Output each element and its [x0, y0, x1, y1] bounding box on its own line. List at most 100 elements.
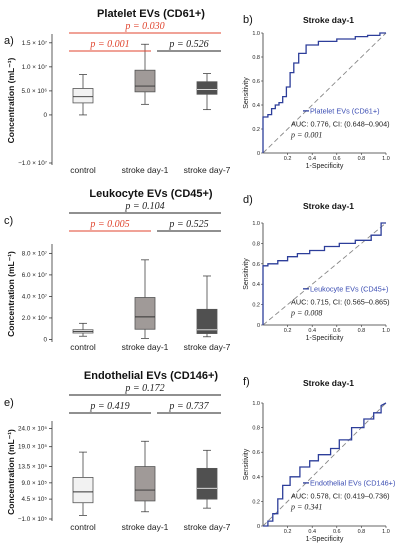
box	[196, 308, 218, 334]
reference-diagonal	[262, 222, 387, 326]
box	[134, 466, 156, 502]
roc-curve	[262, 222, 386, 325]
x-category-label: stroke day-7	[184, 165, 231, 175]
panel-label: e)	[4, 397, 14, 409]
p-value-label: p = 0.341	[290, 502, 322, 511]
x-tick-label: 0.6	[333, 328, 341, 334]
x-category-label: stroke day-1	[122, 165, 169, 175]
y-tick-label: 1.5 × 10⁷	[22, 40, 48, 47]
y-axis-label: Concentration (mL⁻¹)	[6, 251, 16, 337]
x-category-label: stroke day-1	[122, 342, 169, 352]
p-value-label: p = 0.001	[89, 39, 129, 50]
panel-label: b)	[243, 14, 253, 26]
roc-curve	[263, 402, 387, 527]
p-value-label: p = 0.008	[290, 308, 322, 317]
auc-label: AUC: 0.578, CI: (0.419–0.736)	[291, 491, 390, 500]
legend-label: Endothelial EVs (CD146+)	[310, 478, 395, 487]
chart-title: Leukocyte EVs (CD45+)	[89, 188, 213, 200]
y-tick-label: 0.6	[252, 262, 260, 268]
x-tick-label: 0.8	[358, 156, 366, 162]
x-tick-label: 1.0	[382, 156, 390, 162]
y-tick-label: 0	[257, 323, 260, 329]
p-value-label: p = 0.525	[168, 219, 208, 230]
x-category-label: stroke day-1	[122, 522, 169, 532]
y-axis-label: Concentration (mL⁻¹)	[6, 57, 16, 143]
panel-label: a)	[4, 35, 14, 47]
y-tick-label: 0	[257, 524, 260, 530]
box	[72, 477, 94, 504]
box	[196, 467, 218, 500]
reference-diagonal	[262, 32, 387, 154]
y-axis-label: Sensitivity	[243, 77, 250, 109]
x-category-label: control	[70, 522, 96, 532]
chart-title: Endothelial EVs (CD146+)	[84, 370, 219, 382]
box	[134, 297, 156, 330]
y-tick-label: 0.2	[252, 127, 260, 133]
x-tick-label: 0.6	[333, 529, 341, 535]
auc-label: AUC: 0.715, CI: (0.565–0.865)	[291, 297, 390, 306]
p-value-label: p = 0.005	[89, 219, 129, 230]
y-tick-label: 1.0 × 10⁷	[22, 64, 48, 71]
roc-panel: d) Stroke day-1 0 0.2 0.2 0.4 0.4 0.6 0.6 0.8 0.8 1…	[243, 194, 390, 342]
y-tick-label: 0	[257, 151, 260, 157]
y-tick-label: 0.6	[252, 79, 260, 85]
boxplot-panel: a) Platelet EVs (CD61+) −1.0 × 10⁷ 0 5.0 × 1…	[4, 8, 231, 175]
y-tick-label: 0	[43, 112, 47, 119]
y-tick-label: 0.2	[252, 303, 260, 309]
p-value-label: p = 0.526	[168, 39, 208, 50]
roc-panel: b) Stroke day-1 0 0.2 0.2 0.4 0.4 0.6 0.6 0.8 0.8 1…	[243, 14, 390, 170]
x-tick-label: 0.4	[308, 156, 316, 162]
legend-label: Platelet EVs (CD61+)	[310, 106, 380, 115]
x-tick-label: 1.0	[382, 529, 390, 535]
x-category-label: stroke day-7	[184, 522, 231, 532]
y-tick-label: 5.0 × 10⁶	[21, 88, 47, 95]
x-category-label: stroke day-7	[184, 342, 231, 352]
y-tick-label: 0.8	[252, 426, 260, 432]
p-value-label: p = 0.104	[124, 201, 164, 212]
y-tick-label: 0.8	[252, 241, 260, 247]
y-tick-label: 6.0 × 10⁷	[22, 272, 48, 279]
legend-label: Leukocyte EVs (CD45+)	[310, 284, 388, 293]
x-axis-label: 1-Specificity	[306, 536, 344, 543]
x-tick-label: 0.6	[333, 156, 341, 162]
x-tick-label: 0.4	[308, 529, 316, 535]
roc-panel: f) Stroke day-1 0 0.2 0.2 0.4 0.4 0.6 0.6 0.8 0.8 1…	[243, 376, 395, 543]
y-tick-label: 8.0 × 10⁷	[22, 250, 48, 257]
x-tick-label: 0.8	[358, 529, 366, 535]
y-tick-label: 4.0 × 10⁷	[22, 293, 48, 300]
boxplot-panel: e) Endothelial EVs (CD146+) −1.0 × 10⁵ 4.5 …	[4, 370, 231, 532]
y-tick-label: 1.0	[252, 221, 260, 227]
x-axis-label: 1-Specificity	[306, 335, 344, 342]
y-tick-label: 0.4	[252, 282, 260, 288]
y-tick-label: −1.0 × 10⁵	[18, 516, 48, 523]
roc-curve	[262, 32, 386, 153]
panel-label: f)	[243, 376, 250, 388]
box	[134, 69, 156, 93]
box	[72, 88, 94, 104]
y-tick-label: 19.0 × 10⁵	[18, 444, 47, 451]
y-tick-label: 13.5 × 10⁵	[18, 464, 47, 471]
x-tick-label: 0.2	[284, 156, 292, 162]
y-tick-label: 9.0 × 10⁵	[21, 480, 47, 487]
chart-title: Stroke day-1	[303, 15, 354, 25]
y-tick-label: 0.2	[252, 499, 260, 505]
x-tick-label: 1.0	[382, 328, 390, 334]
y-tick-label: −1.0 × 10⁷	[18, 160, 48, 167]
reference-diagonal	[262, 402, 387, 527]
y-tick-label: 24.0 × 10⁵	[18, 426, 47, 433]
y-tick-label: 4.5 × 10⁵	[21, 496, 47, 503]
p-value-label: p = 0.737	[168, 401, 209, 412]
box	[196, 81, 218, 95]
y-tick-label: 0.6	[252, 450, 260, 456]
p-value-label: p = 0.172	[124, 383, 164, 394]
x-tick-label: 0.4	[308, 328, 316, 334]
x-tick-label: 0.2	[284, 328, 292, 334]
y-axis-label: Sensitivity	[243, 258, 250, 290]
boxplot-panel: c) Leukocyte EVs (CD45+) 0 2.0 × 10⁷ 4.0 × 1…	[4, 188, 231, 352]
x-category-label: control	[70, 342, 96, 352]
p-value-label: p = 0.030	[124, 21, 164, 32]
y-tick-label: 1.0	[252, 401, 260, 407]
x-tick-label: 0.2	[284, 529, 292, 535]
panel-label: c)	[4, 215, 13, 227]
